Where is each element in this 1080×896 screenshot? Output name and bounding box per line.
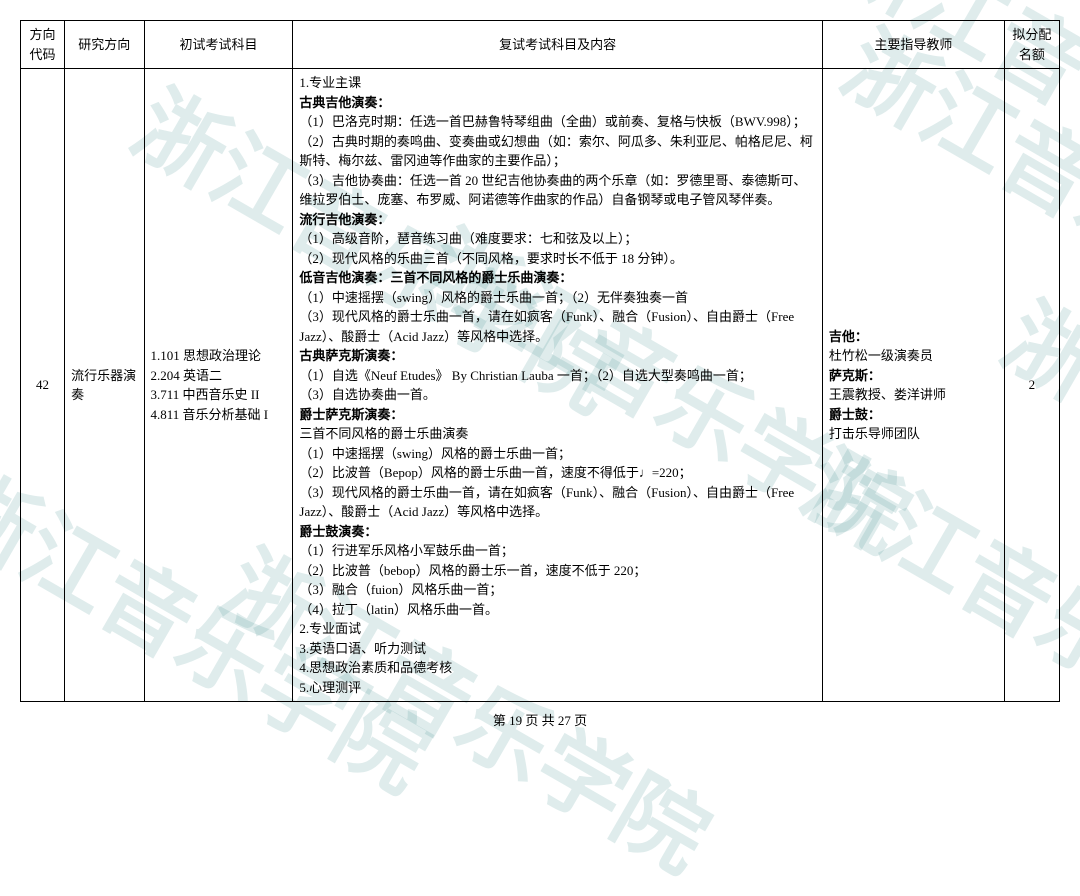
exam-table: 方向代码 研究方向 初试考试科目 复试考试科目及内容 主要指导教师 拟分配名额 … <box>20 20 1060 702</box>
h-teacher: 主要指导教师 <box>822 21 1004 69</box>
cell-teacher: 吉他：杜竹松一级演奏员萨克斯：王震教授、娄洋讲师爵士鼓：打击乐导师团队 <box>822 69 1004 702</box>
header-row: 方向代码 研究方向 初试考试科目 复试考试科目及内容 主要指导教师 拟分配名额 <box>21 21 1060 69</box>
table-row: 42 流行乐器演奏 1.101 思想政治理论2.204 英语二3.711 中西音… <box>21 69 1060 702</box>
h-init: 初试考试科目 <box>144 21 293 69</box>
cell-code: 42 <box>21 69 65 702</box>
cell-retest: 1.专业主课古典吉他演奏：（1）巴洛克时期：任选一首巴赫鲁特琴组曲（全曲）或前奏… <box>293 69 822 702</box>
h-quota: 拟分配名额 <box>1004 21 1059 69</box>
cell-init: 1.101 思想政治理论2.204 英语二3.711 中西音乐史 II4.811… <box>144 69 293 702</box>
page-footer: 第 19 页 共 27 页 <box>20 710 1060 729</box>
h-dir: 研究方向 <box>65 21 144 69</box>
cell-dir: 流行乐器演奏 <box>65 69 144 702</box>
cell-quota: 2 <box>1004 69 1059 702</box>
h-retest: 复试考试科目及内容 <box>293 21 822 69</box>
h-code: 方向代码 <box>21 21 65 69</box>
